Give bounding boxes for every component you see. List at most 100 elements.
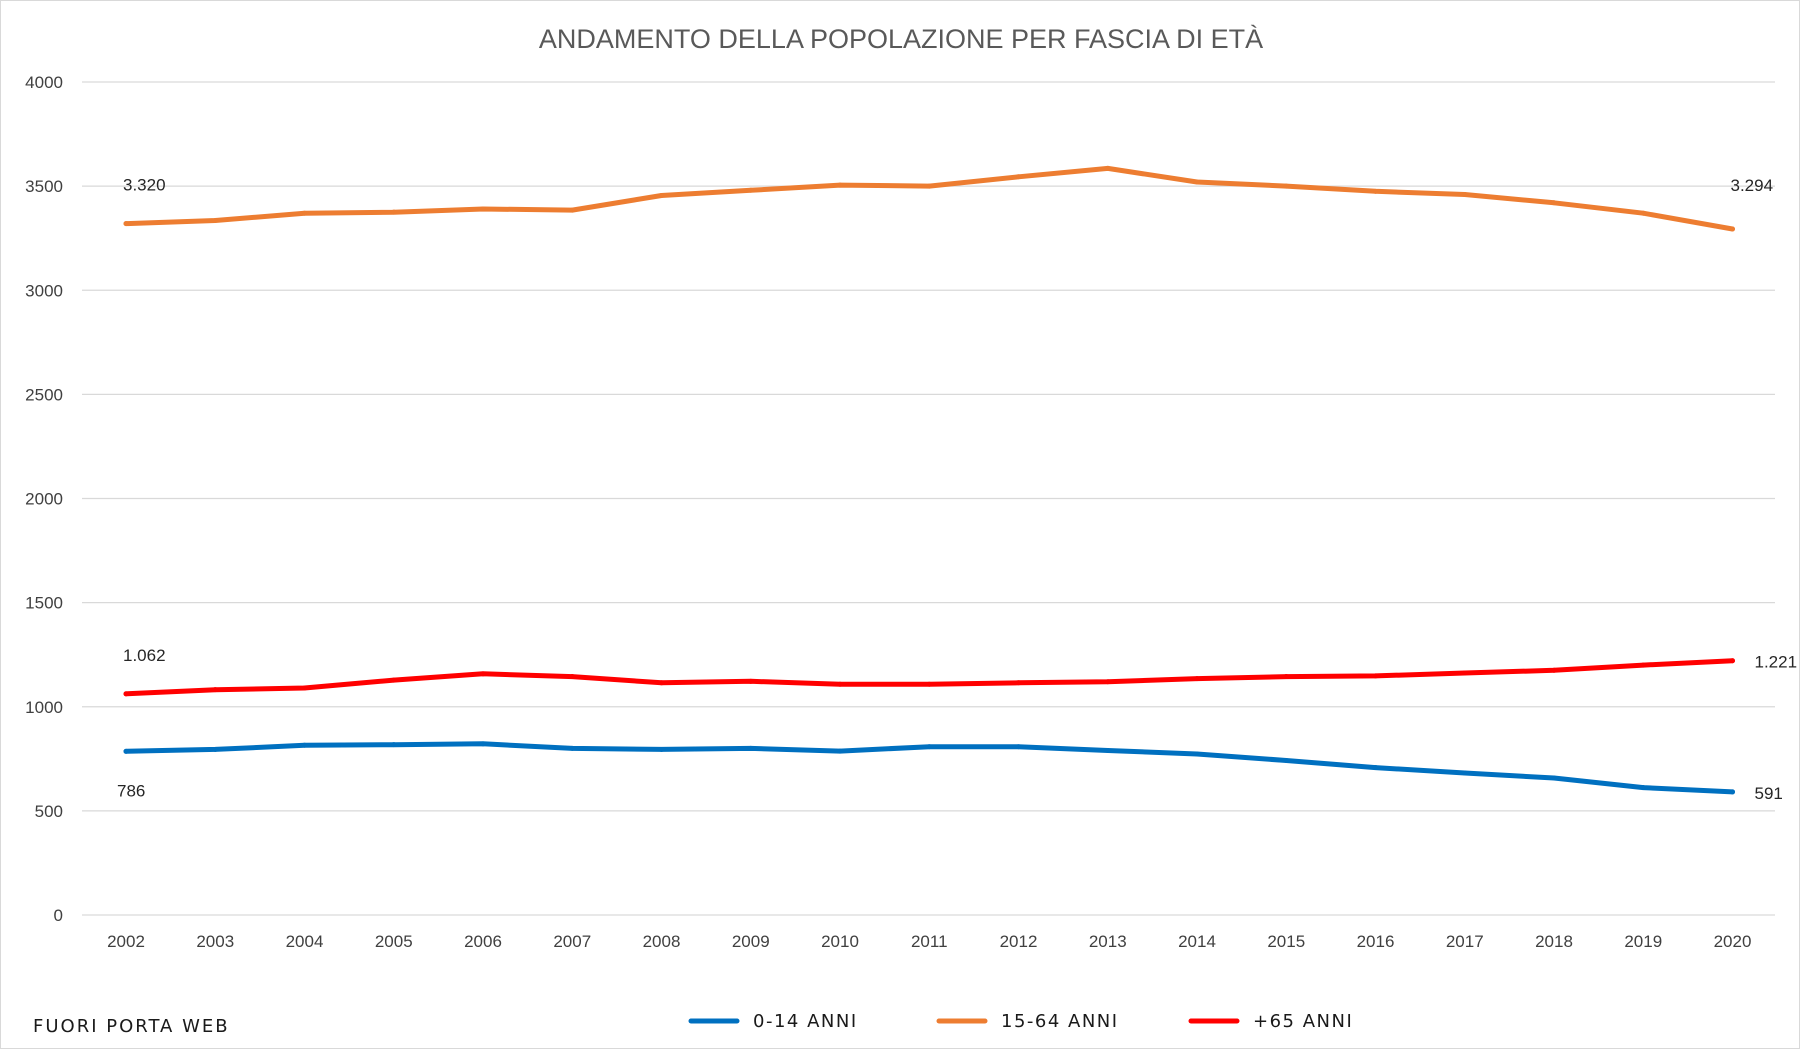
y-tick-label: 1000: [25, 698, 63, 717]
data-point: [1194, 676, 1200, 682]
x-tick-label: 2010: [821, 932, 859, 951]
legend-label: 15-64 ANNI: [1001, 1011, 1119, 1032]
data-point: [659, 680, 664, 686]
first-data-label: 786: [117, 781, 145, 800]
data-point: [1283, 674, 1289, 680]
data-point: [748, 678, 754, 684]
x-tick-label: 2006: [464, 932, 502, 951]
last-data-label: 1.221: [1755, 653, 1798, 672]
x-tick-label: 2018: [1535, 932, 1573, 951]
x-tick-label: 2015: [1267, 932, 1305, 951]
y-tick-label: 2500: [25, 385, 63, 404]
data-point: [926, 681, 932, 687]
y-tick-label: 0: [54, 906, 63, 925]
legend: 0-14 ANNI 15-64 ANNI +65 ANNI: [688, 1011, 1353, 1032]
data-point: [1373, 765, 1378, 771]
data-point: [1016, 174, 1021, 180]
data-point: [391, 742, 397, 748]
data-point: [1283, 183, 1289, 189]
last-data-label: 3.294: [1731, 176, 1774, 195]
data-point: [123, 691, 129, 697]
data-point: [569, 745, 575, 751]
data-point: [480, 206, 486, 212]
data-point: [302, 685, 307, 691]
data-point: [123, 748, 129, 754]
gridlines: [82, 81, 1775, 916]
data-point: [1730, 226, 1735, 232]
x-tick-label: 2013: [1089, 932, 1127, 951]
x-tick-label: 2020: [1714, 932, 1752, 951]
x-tick-label: 2016: [1357, 932, 1395, 951]
brand-label: FUORI PORTA WEB: [33, 1016, 230, 1037]
series-lines: [123, 165, 1735, 795]
data-point: [1462, 670, 1468, 676]
data-point: [1462, 191, 1468, 197]
data-point: [480, 671, 486, 677]
y-tick-label: 500: [35, 802, 63, 821]
data-point: [391, 209, 397, 215]
last-data-label: 591: [1755, 784, 1783, 803]
data-point: [212, 746, 218, 752]
x-tick-label: 2011: [911, 932, 948, 951]
series-line-1: [123, 741, 1735, 795]
x-tick-label: 2003: [196, 932, 234, 951]
data-point: [569, 674, 575, 680]
data-point: [1730, 658, 1735, 664]
data-point: [391, 677, 397, 683]
x-tick-label: 2004: [286, 932, 324, 951]
data-point: [302, 742, 307, 748]
y-tick-label: 1500: [25, 594, 63, 613]
data-point: [748, 745, 754, 751]
data-point: [748, 187, 754, 193]
first-data-label: 3.320: [123, 176, 166, 195]
data-point: [1373, 673, 1378, 679]
data-point: [659, 192, 664, 198]
data-point: [1462, 770, 1468, 776]
data-point: [1640, 662, 1646, 668]
data-point: [1551, 200, 1557, 206]
y-tick-label: 3500: [25, 177, 63, 196]
x-tick-label: 2002: [107, 932, 145, 951]
x-tick-label: 2019: [1624, 932, 1662, 951]
data-point: [1194, 751, 1200, 757]
y-axis-ticks: 0 500 1000 1500 2000 2500 3000 3500 4000: [25, 73, 63, 925]
data-point: [212, 217, 218, 223]
legend-label: +65 ANNI: [1253, 1011, 1353, 1032]
data-point: [212, 687, 218, 693]
data-point: [1730, 789, 1735, 795]
data-point: [1194, 179, 1200, 185]
data-labels: 786 591 3.320 3.294 1.062 1.221: [117, 176, 1797, 803]
data-point: [1105, 747, 1111, 753]
data-point: [926, 744, 932, 750]
first-data-label: 1.062: [123, 646, 166, 665]
data-point: [837, 182, 843, 188]
chart-title: ANDAMENTO DELLA POPOLAZIONE PER FASCIA D…: [539, 24, 1263, 54]
data-point: [1016, 744, 1021, 750]
data-point: [837, 748, 843, 754]
x-tick-label: 2008: [643, 932, 681, 951]
x-tick-label: 2014: [1178, 932, 1216, 951]
data-point: [1105, 165, 1111, 171]
data-point: [1016, 680, 1021, 686]
data-point: [837, 681, 843, 687]
data-point: [569, 207, 575, 213]
x-tick-label: 2009: [732, 932, 770, 951]
data-point: [480, 741, 486, 747]
data-point: [302, 210, 307, 216]
data-point: [1551, 667, 1557, 673]
data-point: [123, 221, 129, 227]
data-point: [1640, 785, 1646, 791]
data-point: [1640, 210, 1646, 216]
x-tick-label: 2012: [1000, 932, 1038, 951]
x-tick-label: 2007: [553, 932, 591, 951]
data-point: [1373, 188, 1378, 194]
x-axis-ticks: 2002 2003 2004 2005 2006 2007 2008 2009 2010 2011…: [107, 932, 1751, 951]
y-tick-label: 3000: [25, 281, 63, 300]
data-point: [659, 746, 664, 752]
series-line-2: [123, 165, 1735, 232]
legend-label: 0-14 ANNI: [753, 1011, 858, 1032]
x-tick-label: 2005: [375, 932, 413, 951]
data-point: [1551, 775, 1557, 781]
